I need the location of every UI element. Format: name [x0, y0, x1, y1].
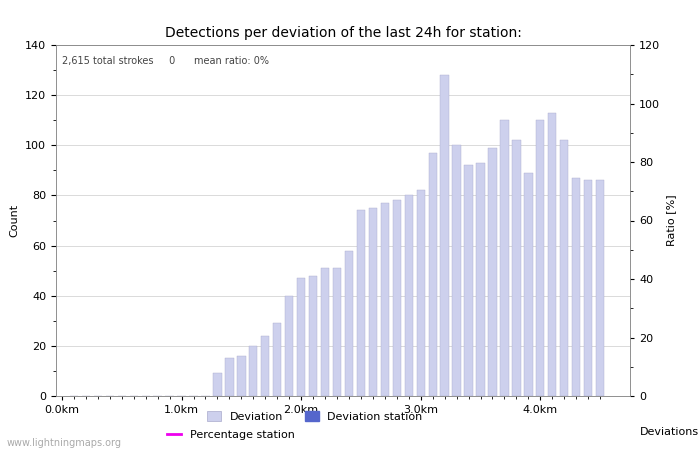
Legend: Percentage station: Percentage station: [163, 425, 299, 445]
Bar: [500, 120, 509, 396]
Bar: [584, 180, 592, 396]
Bar: [249, 346, 258, 396]
Text: 2,615 total strokes     0      mean ratio: 0%: 2,615 total strokes 0 mean ratio: 0%: [62, 55, 269, 66]
Bar: [524, 173, 533, 396]
Bar: [345, 251, 354, 396]
Bar: [321, 268, 329, 396]
Bar: [393, 200, 401, 396]
Bar: [536, 120, 545, 396]
Bar: [332, 268, 341, 396]
Bar: [297, 278, 305, 396]
Y-axis label: Count: Count: [10, 204, 20, 237]
Bar: [261, 336, 270, 396]
Bar: [309, 276, 317, 396]
Bar: [464, 165, 473, 396]
Bar: [560, 140, 568, 396]
Bar: [237, 356, 246, 396]
Text: Deviations: Deviations: [640, 427, 699, 436]
Bar: [440, 75, 449, 396]
Bar: [369, 208, 377, 396]
Bar: [512, 140, 521, 396]
Bar: [381, 203, 389, 396]
Y-axis label: Ratio [%]: Ratio [%]: [666, 195, 675, 246]
Legend: Deviation, Deviation station: Deviation, Deviation station: [203, 407, 427, 427]
Text: www.lightningmaps.org: www.lightningmaps.org: [7, 438, 122, 448]
Bar: [225, 358, 234, 396]
Bar: [489, 148, 497, 396]
Bar: [405, 195, 413, 396]
Bar: [548, 112, 556, 396]
Bar: [452, 145, 461, 396]
Bar: [596, 180, 604, 396]
Bar: [273, 323, 281, 396]
Bar: [416, 190, 425, 396]
Bar: [572, 178, 580, 396]
Title: Detections per deviation of the last 24h for station:: Detections per deviation of the last 24h…: [164, 26, 522, 40]
Bar: [285, 296, 293, 396]
Bar: [476, 163, 484, 396]
Bar: [428, 153, 437, 396]
Bar: [214, 374, 222, 396]
Bar: [357, 211, 365, 396]
